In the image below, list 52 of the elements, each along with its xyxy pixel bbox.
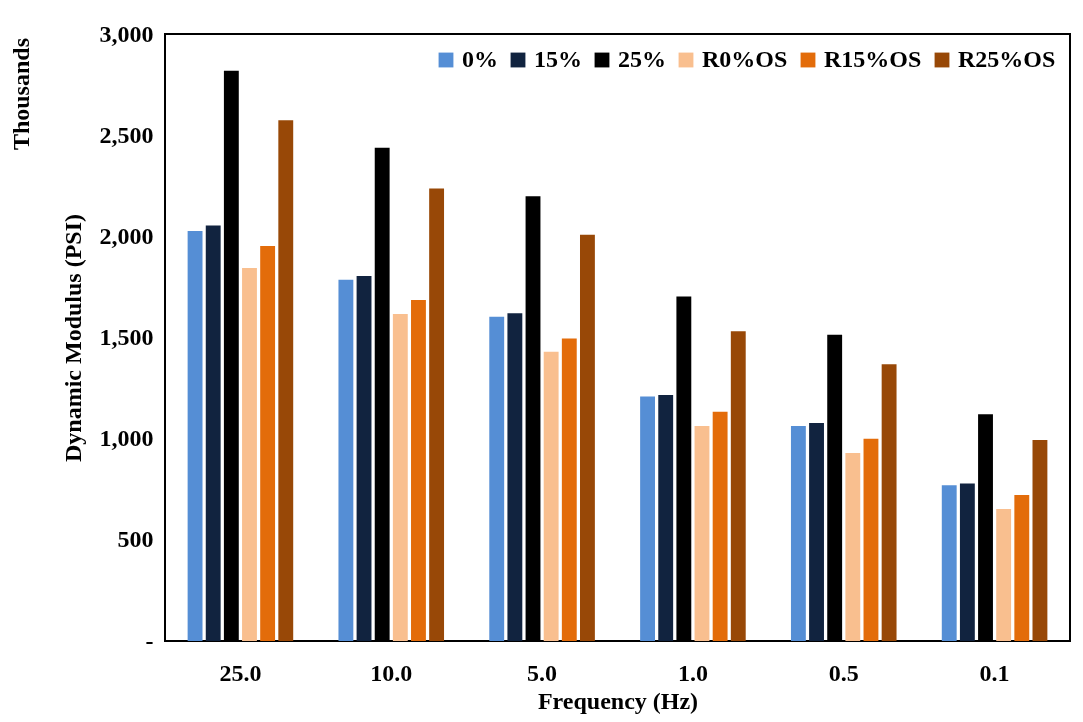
x-tick-label: 25.0 <box>219 659 262 686</box>
bar <box>941 485 957 641</box>
bar <box>996 508 1012 641</box>
legend-label: R15%OS <box>824 46 922 72</box>
bar <box>580 234 595 641</box>
legend-label: R25%OS <box>958 46 1056 72</box>
bar <box>790 425 806 641</box>
bar <box>507 313 523 641</box>
x-tick-label: 5.0 <box>527 659 558 686</box>
x-tick-label: 10.0 <box>370 659 413 686</box>
bar <box>489 316 505 641</box>
bar <box>1014 495 1030 641</box>
bar <box>429 188 445 641</box>
bar <box>881 364 897 641</box>
legend-label: 15% <box>534 46 582 72</box>
bar <box>260 246 276 641</box>
bar <box>187 231 203 641</box>
x-tick-label: 1.0 <box>677 659 708 686</box>
bar <box>863 438 879 641</box>
bar <box>543 351 559 641</box>
y-tick-label: 3,000 <box>99 20 154 47</box>
bar <box>1032 439 1048 641</box>
bar <box>845 453 861 641</box>
bar <box>730 331 746 641</box>
text: Thousands <box>8 38 34 151</box>
x-tick-label: 0.5 <box>828 659 859 686</box>
bar <box>205 225 221 641</box>
y-tick-label: 2,000 <box>99 222 154 249</box>
legend-label: 0% <box>462 46 498 72</box>
bar <box>640 396 655 641</box>
bar <box>411 300 426 641</box>
bar <box>242 267 257 641</box>
bar <box>809 423 824 641</box>
y-tick-label: 1,500 <box>99 324 154 350</box>
y-tick-label: 500 <box>117 526 154 553</box>
bar <box>561 338 577 641</box>
bar <box>694 425 710 641</box>
legend-label: 25% <box>618 46 666 72</box>
y-tick-label: 2,500 <box>99 121 154 148</box>
y-tick-label: 1,000 <box>99 425 154 452</box>
bar <box>712 411 728 641</box>
x-axis-title: Frequency (Hz) <box>537 687 699 714</box>
bar <box>658 394 674 641</box>
bar <box>356 275 372 641</box>
bar <box>959 483 975 641</box>
bar <box>278 120 294 641</box>
y-axis-title: Dynamic Modulus (PSI) <box>59 213 86 463</box>
legend-label: R0%OS <box>702 46 788 72</box>
y-tick-label: - <box>145 627 154 654</box>
x-tick-label: 0.1 <box>979 659 1010 686</box>
bar <box>338 279 354 641</box>
bar <box>392 314 408 641</box>
